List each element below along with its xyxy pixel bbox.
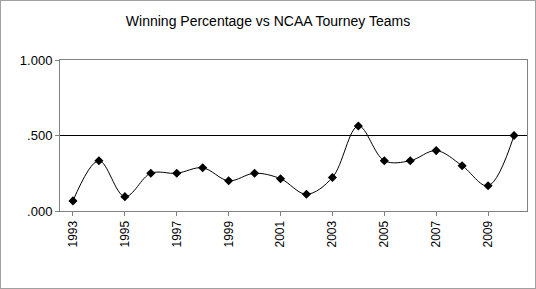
svg-text:2005: 2005	[377, 220, 391, 247]
svg-text:.500: .500	[27, 128, 52, 143]
svg-text:2009: 2009	[481, 220, 495, 247]
svg-text:1997: 1997	[170, 220, 184, 247]
svg-text:1995: 1995	[118, 220, 132, 247]
svg-text:1999: 1999	[222, 220, 236, 247]
svg-text:2003: 2003	[325, 220, 339, 247]
svg-text:2001: 2001	[273, 220, 287, 247]
svg-text:2007: 2007	[429, 220, 443, 247]
svg-text:1.000: 1.000	[20, 53, 53, 68]
svg-text:.000: .000	[27, 204, 52, 219]
svg-text:1993: 1993	[66, 220, 80, 247]
svg-text:Winning Percentage vs NCAA Tou: Winning Percentage vs NCAA Tourney Teams	[126, 13, 410, 29]
